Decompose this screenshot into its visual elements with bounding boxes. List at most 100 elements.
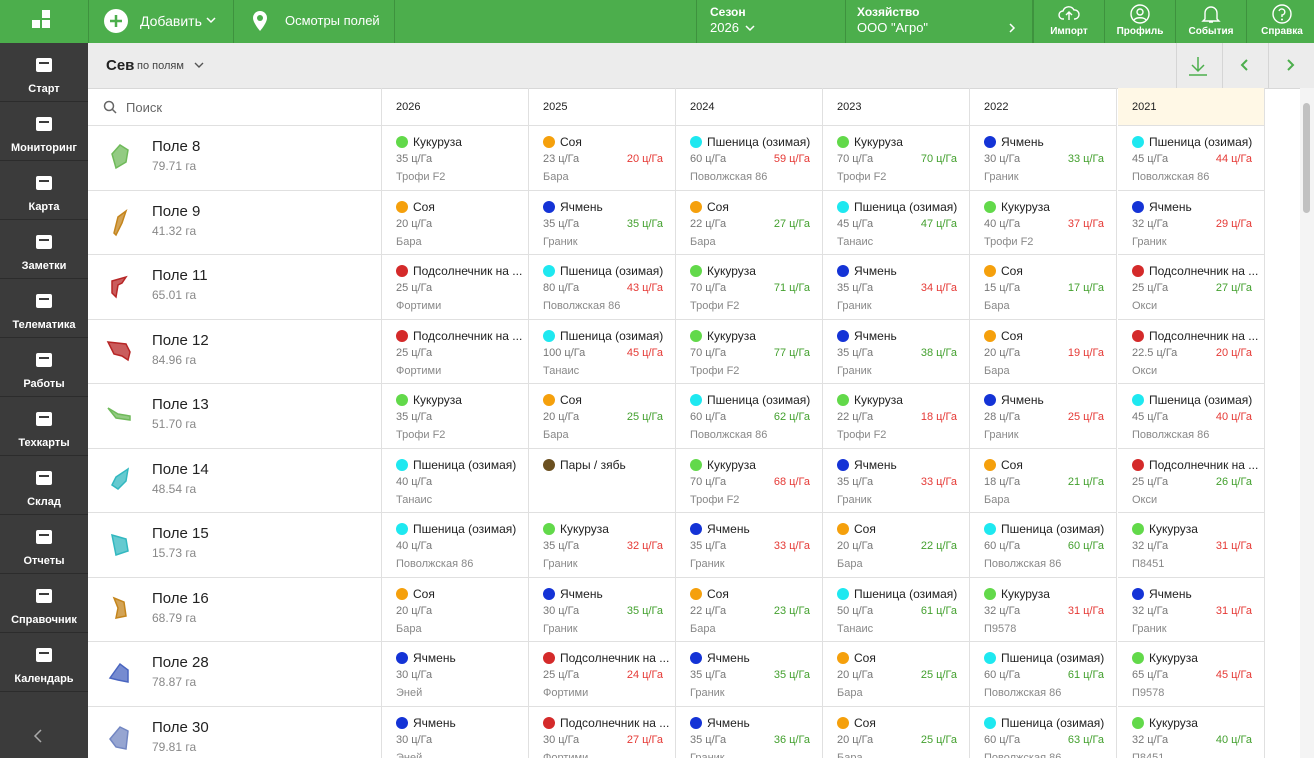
crop-cell[interactable]: Соя 20 ц/Га 22 ц/Га Бара — [823, 513, 970, 578]
crop-cell[interactable]: Соя 15 ц/Га 17 ц/Га Бара — [970, 255, 1117, 320]
crop-cell[interactable]: Подсолнечник на ... 25 ц/Га 26 ц/Га Окси — [1118, 448, 1265, 513]
next-button[interactable] — [1286, 59, 1296, 71]
crop-cell[interactable]: Пшеница (озимая) 60 ц/Га 59 ц/Га Поволжская… — [676, 126, 823, 191]
crop-cell[interactable]: Ячмень 30 ц/Га Эней — [382, 706, 529, 758]
crop-cell[interactable]: Ячмень 35 ц/Га 36 ц/Га Граник — [676, 706, 823, 758]
crop-cell[interactable]: Кукуруза 70 ц/Га 71 ц/Га Трофи F2 — [676, 255, 823, 320]
crop-cell[interactable]: Ячмень 35 ц/Га 33 ц/Га Граник — [676, 513, 823, 578]
action-button[interactable]: Импорт — [1033, 0, 1104, 43]
crop-cell[interactable]: Ячмень 28 ц/Га 25 ц/Га Граник — [970, 384, 1117, 449]
crop-cell[interactable]: Подсолнечник на ... 25 ц/Га 24 ц/Га Фортими — [529, 642, 676, 707]
icon — [34, 114, 54, 137]
crop-cell[interactable]: Ячмень 30 ц/Га 35 ц/Га Граник — [529, 577, 676, 642]
action-button[interactable]: Справка — [1246, 0, 1314, 43]
crop-cell[interactable]: Соя 22 ц/Га 27 ц/Га Бара — [676, 190, 823, 255]
field-cell[interactable]: Поле 30 79.81 га — [88, 706, 382, 758]
search-input[interactable]: Поиск — [126, 100, 163, 115]
field-cell[interactable]: Поле 14 48.54 га — [88, 448, 382, 513]
crop-dot — [396, 716, 408, 729]
crop-cell[interactable]: Подсолнечник на ... 25 ц/Га Фортими — [382, 319, 529, 384]
crop-cell[interactable]: Ячмень 30 ц/Га 33 ц/Га Граник — [970, 126, 1117, 191]
crop-cell[interactable]: Пшеница (озимая) 40 ц/Га Поволжская 86 — [382, 513, 529, 578]
nav-item[interactable]: Склад — [0, 456, 88, 515]
field-cell[interactable]: Поле 28 78.87 га — [88, 642, 382, 707]
crop-cell[interactable]: Пары / зябь — [529, 448, 676, 513]
crop-cell[interactable]: Соя 20 ц/Га Бара — [382, 190, 529, 255]
field-cell[interactable]: Поле 9 41.32 га — [88, 190, 382, 255]
nav-item[interactable]: Карта — [0, 161, 88, 220]
nav-item[interactable]: Работы — [0, 338, 88, 397]
crop-cell[interactable]: Кукуруза 70 ц/Га 70 ц/Га Трофи F2 — [823, 126, 970, 191]
crop-cell[interactable]: Пшеница (озимая) 60 ц/Га 61 ц/Га Поволжская… — [970, 642, 1117, 707]
crop-cell[interactable]: Пшеница (озимая) 45 ц/Га 44 ц/Га Поволжская… — [1118, 126, 1265, 191]
crop-cell[interactable]: Ячмень 35 ц/Га 38 ц/Га Граник — [823, 319, 970, 384]
crop-cell[interactable]: Кукуруза 65 ц/Га 45 ц/Га П9578 — [1118, 642, 1265, 707]
field-cell[interactable]: Поле 15 15.73 га — [88, 513, 382, 578]
crop-cell[interactable]: Ячмень 32 ц/Га 29 ц/Га Граник — [1118, 190, 1265, 255]
field-cell[interactable]: Поле 12 84.96 га — [88, 319, 382, 384]
field-cell[interactable]: Поле 13 51.70 га — [88, 384, 382, 449]
nav-item[interactable]: Старт — [0, 43, 88, 102]
nav-label: Мониторинг — [11, 142, 77, 154]
crop-cell[interactable]: Кукуруза 35 ц/Га Трофи F2 — [382, 384, 529, 449]
crop-cell[interactable]: Ячмень 35 ц/Га 34 ц/Га Граник — [823, 255, 970, 320]
nav-item[interactable]: Техкарты — [0, 397, 88, 456]
crop-cell[interactable]: Пшеница (озимая) 60 ц/Га 62 ц/Га Поволжская… — [676, 384, 823, 449]
season-selector[interactable]: Сезон 2026 — [697, 0, 845, 43]
action-button[interactable]: События — [1175, 0, 1246, 43]
crop-cell[interactable]: Пшеница (озимая) 45 ц/Га 47 ц/Га Танаис — [823, 190, 970, 255]
crop-cell[interactable]: Кукуруза 40 ц/Га 37 ц/Га Трофи F2 — [970, 190, 1117, 255]
crop-cell[interactable]: Подсолнечник на ... 30 ц/Га 27 ц/Га Фортими — [529, 706, 676, 758]
crop-cell[interactable]: Кукуруза 32 ц/Га 40 ц/Га П8451 — [1118, 706, 1265, 758]
crop-cell[interactable]: Подсолнечник на ... 25 ц/Га 27 ц/Га Окси — [1118, 255, 1265, 320]
field-cell[interactable]: Поле 16 68.79 га — [88, 577, 382, 642]
crop-cell[interactable]: Кукуруза 35 ц/Га 32 ц/Га Граник — [529, 513, 676, 578]
crop-cell[interactable]: Пшеница (озимая) 60 ц/Га 63 ц/Га Поволжская… — [970, 706, 1117, 758]
inspections-button[interactable]: Осмотры полей — [234, 0, 394, 43]
crop-cell[interactable]: Соя 20 ц/Га 25 ц/Га Бара — [529, 384, 676, 449]
crop-cell[interactable]: Соя 20 ц/Га 19 ц/Га Бара — [970, 319, 1117, 384]
prev-button[interactable] — [1240, 59, 1250, 71]
crop-cell[interactable]: Соя 18 ц/Га 21 ц/Га Бара — [970, 448, 1117, 513]
mode-selector[interactable]: по полям — [137, 60, 184, 72]
crop-cell[interactable]: Кукуруза 70 ц/Га 77 ц/Га Трофи F2 — [676, 319, 823, 384]
nav-item[interactable]: Отчеты — [0, 515, 88, 574]
nav-label: Склад — [27, 496, 61, 508]
crop-cell[interactable]: Пшеница (озимая) 40 ц/Га Танаис — [382, 448, 529, 513]
plan-yield: 60 ц/Га — [984, 733, 1021, 746]
add-button[interactable]: Добавить — [94, 0, 232, 43]
nav-item[interactable]: Телематика — [0, 279, 88, 338]
crop-cell[interactable]: Ячмень 32 ц/Га 31 ц/Га Граник — [1118, 577, 1265, 642]
field-cell[interactable]: Поле 8 79.71 га — [88, 126, 382, 191]
crop-cell[interactable]: Кукуруза 22 ц/Га 18 ц/Га Трофи F2 — [823, 384, 970, 449]
crop-cell[interactable]: Пшеница (озимая) 80 ц/Га 43 ц/Га Поволжская… — [529, 255, 676, 320]
farm-selector[interactable]: Хозяйство ООО "Агро" — [846, 0, 1032, 43]
crop-cell[interactable]: Подсолнечник на ... 22.5 ц/Га 20 ц/Га Окси — [1118, 319, 1265, 384]
crop-cell[interactable]: Пшеница (озимая) 50 ц/Га 61 ц/Га Танаис — [823, 577, 970, 642]
nav-item[interactable]: Календарь — [0, 633, 88, 692]
crop-cell[interactable]: Кукуруза 35 ц/Га Трофи F2 — [382, 126, 529, 191]
crop-cell[interactable]: Соя 22 ц/Га 23 ц/Га Бара — [676, 577, 823, 642]
crop-cell[interactable]: Ячмень 30 ц/Га Эней — [382, 642, 529, 707]
crop-cell[interactable]: Соя 20 ц/Га 25 ц/Га Бара — [823, 642, 970, 707]
crop-name: Кукуруза — [1001, 586, 1050, 601]
download-button[interactable] — [1187, 55, 1209, 77]
crop-cell[interactable]: Подсолнечник на ... 25 ц/Га Фортими — [382, 255, 529, 320]
crop-cell[interactable]: Ячмень 35 ц/Га 35 ц/Га Граник — [529, 190, 676, 255]
crop-cell[interactable]: Кукуруза 70 ц/Га 68 ц/Га Трофи F2 — [676, 448, 823, 513]
action-button[interactable]: Профиль — [1104, 0, 1175, 43]
crop-cell[interactable]: Кукуруза 32 ц/Га 31 ц/Га П9578 — [970, 577, 1117, 642]
crop-cell[interactable]: Пшеница (озимая) 60 ц/Га 60 ц/Га Поволжская… — [970, 513, 1117, 578]
crop-cell[interactable]: Ячмень 35 ц/Га 33 ц/Га Граник — [823, 448, 970, 513]
nav-item[interactable]: Справочник — [0, 574, 88, 633]
crop-cell[interactable]: Соя 20 ц/Га 25 ц/Га Бара — [823, 706, 970, 758]
crop-cell[interactable]: Кукуруза 32 ц/Га 31 ц/Га П8451 — [1118, 513, 1265, 578]
crop-cell[interactable]: Соя 20 ц/Га Бара — [382, 577, 529, 642]
crop-cell[interactable]: Соя 23 ц/Га 20 ц/Га Бара — [529, 126, 676, 191]
field-cell[interactable]: Поле 11 65.01 га — [88, 255, 382, 320]
crop-cell[interactable]: Пшеница (озимая) 45 ц/Га 40 ц/Га Поволжская… — [1118, 384, 1265, 449]
crop-cell[interactable]: Пшеница (озимая) 100 ц/Га 45 ц/Га Танаис — [529, 319, 676, 384]
nav-item[interactable]: Мониторинг — [0, 102, 88, 161]
crop-cell[interactable]: Ячмень 35 ц/Га 35 ц/Га Граник — [676, 642, 823, 707]
nav-item[interactable]: Заметки — [0, 220, 88, 279]
